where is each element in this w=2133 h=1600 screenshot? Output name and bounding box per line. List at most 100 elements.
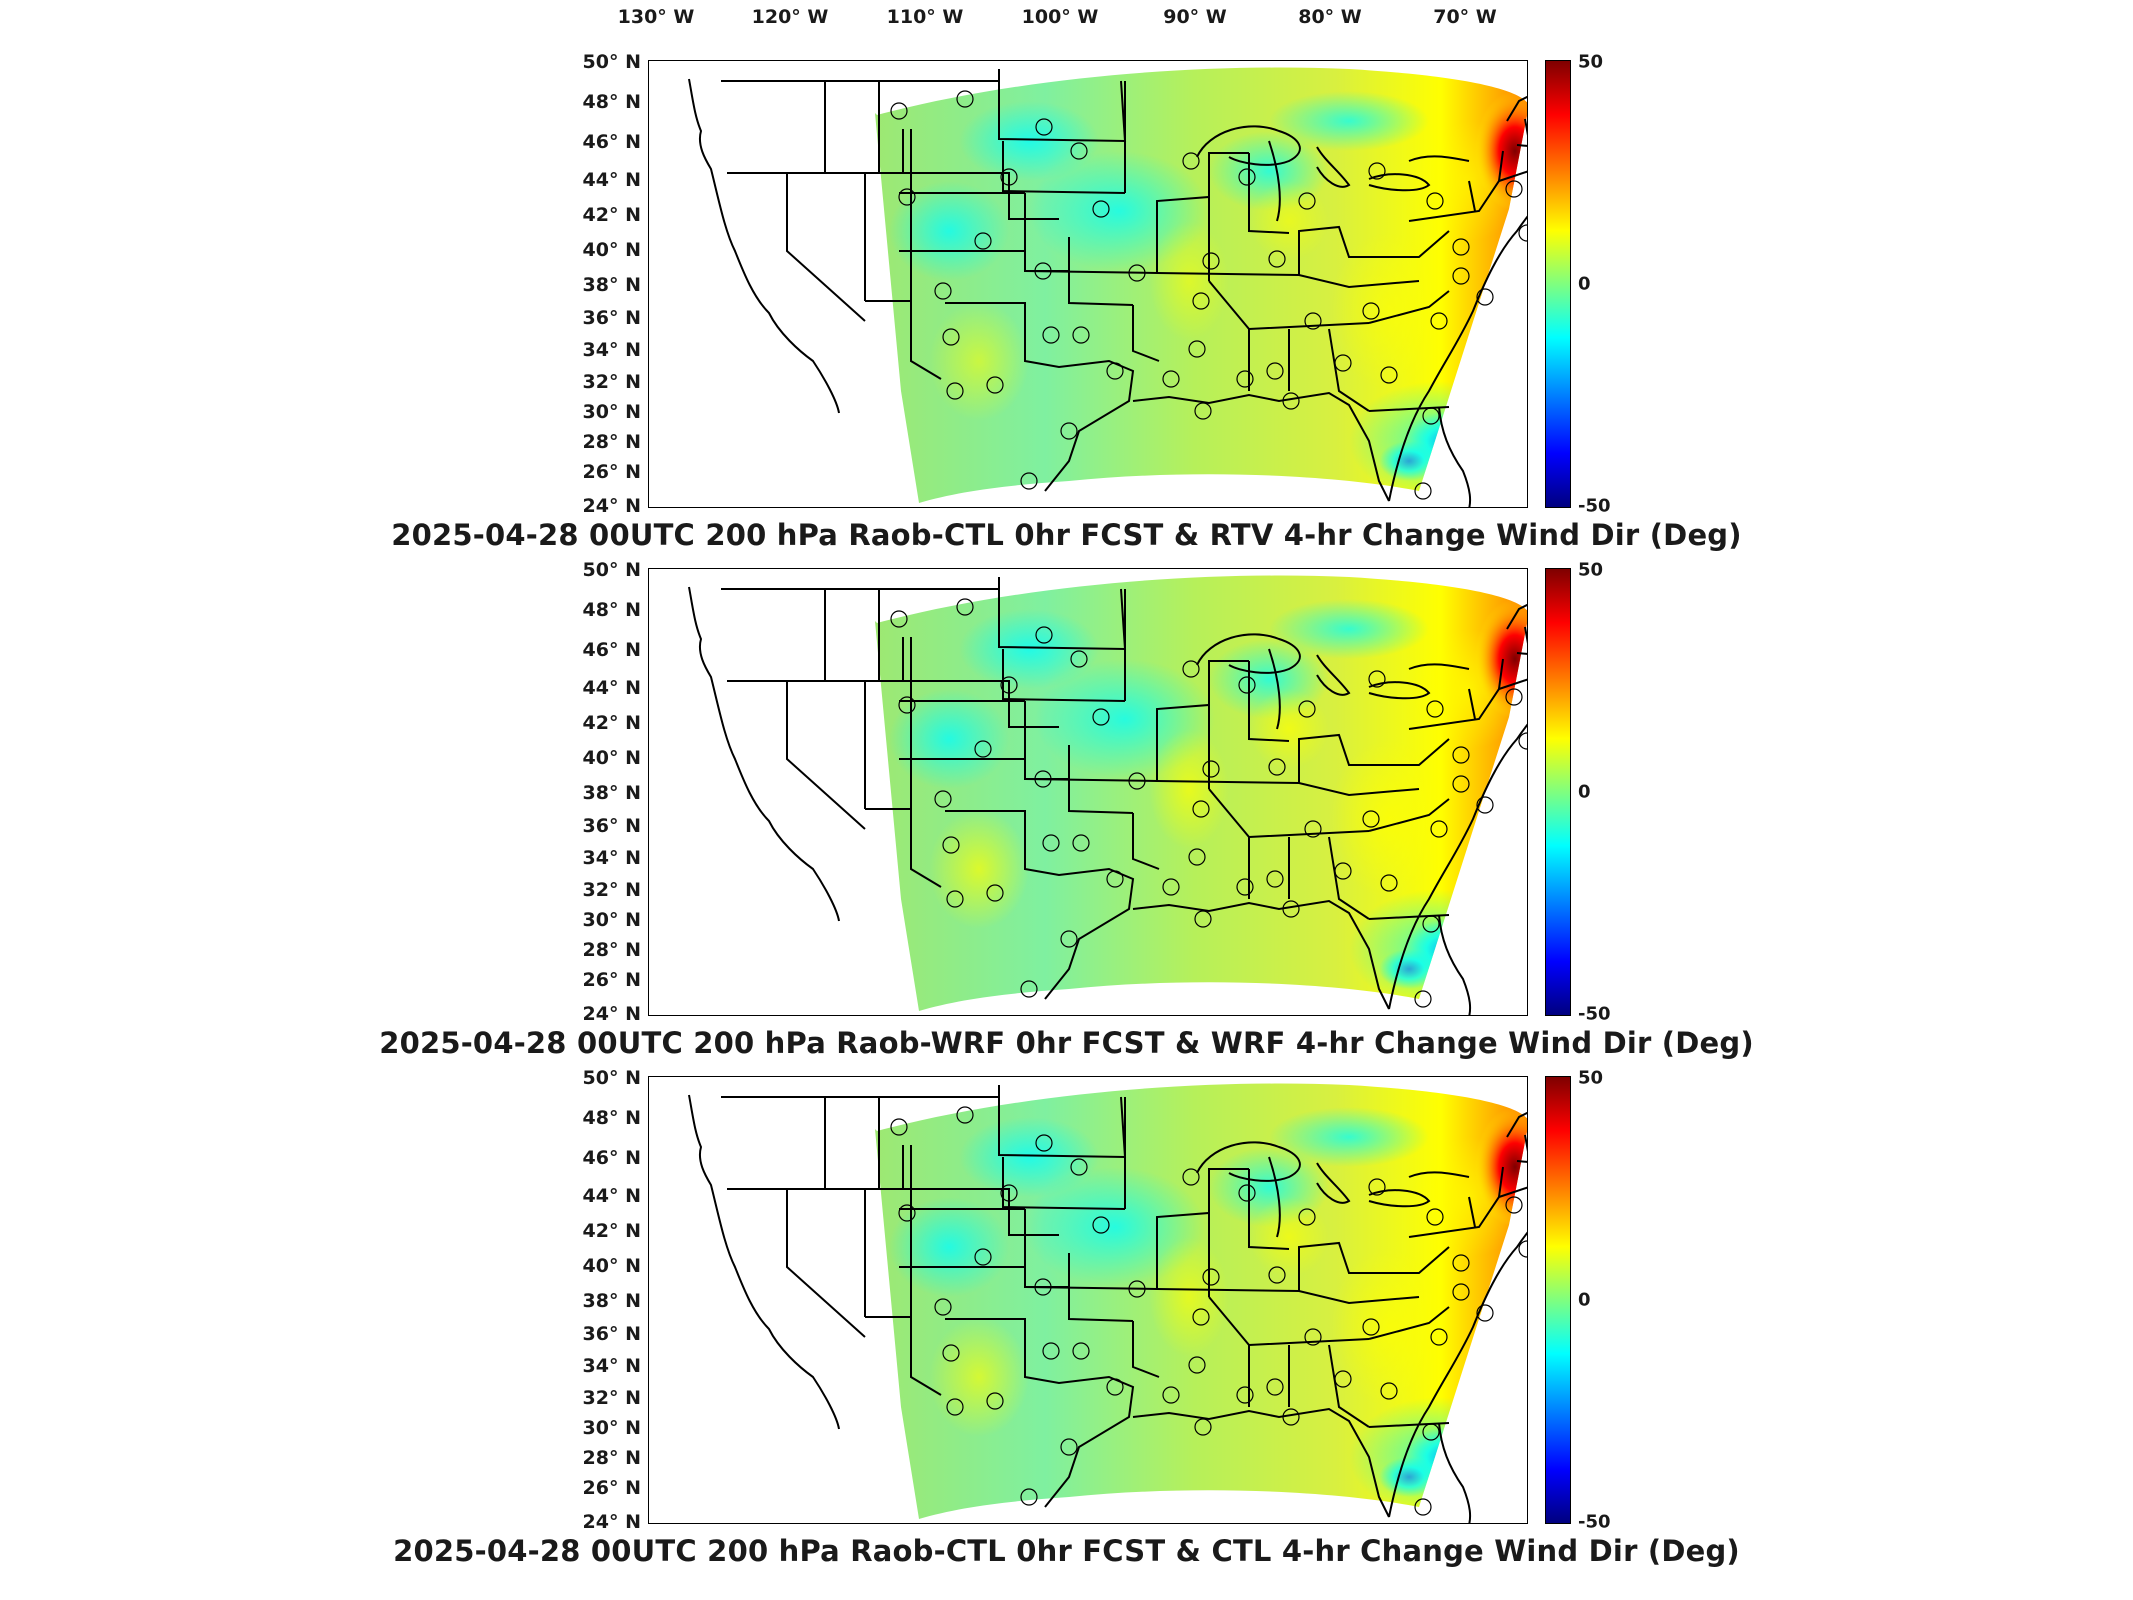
raob-station-marker — [898, 1204, 916, 1222]
raob-station-marker — [1162, 878, 1180, 896]
raob-station-marker — [1380, 874, 1398, 892]
raob-station-marker — [1266, 1378, 1284, 1396]
raob-station-marker — [1128, 264, 1146, 282]
panel-title-2: 2025-04-28 00UTC 200 hPa Raob-WRF 0hr FC… — [379, 1026, 1754, 1060]
raob-station-marker — [1452, 1254, 1470, 1272]
lon-label-130w: 130° W — [617, 6, 695, 28]
raob-station-marker — [1368, 670, 1386, 688]
lat-label-6: 38° N — [582, 274, 641, 296]
lat-label-3: 44° N — [582, 169, 641, 191]
raob-station-marker — [1518, 1240, 1527, 1258]
raob-station-marker — [890, 102, 908, 120]
lat-label-13: 24° N — [582, 495, 641, 517]
lat-label-3: 44° N — [582, 1185, 641, 1207]
raob-stations-1 — [890, 90, 1527, 500]
lat-label-7: 36° N — [582, 815, 641, 837]
raob-station-marker — [1060, 1438, 1078, 1456]
lon-label-80w: 80° W — [1298, 6, 1362, 28]
lat-label-13: 24° N — [582, 1511, 641, 1533]
lat-label-8: 34° N — [582, 847, 641, 869]
raob-station-marker — [1430, 820, 1448, 838]
raob-station-marker — [1238, 168, 1256, 186]
colorbar-mid-2: 0 — [1578, 781, 1591, 803]
raob-station-marker — [898, 696, 916, 714]
raob-station-marker — [1304, 312, 1322, 330]
lon-label-70w: 70° W — [1433, 6, 1497, 28]
lon-label-100w: 100° W — [1021, 6, 1099, 28]
lat-label-5: 40° N — [582, 747, 641, 769]
raob-station-marker — [1422, 1423, 1440, 1441]
raob-station-marker — [946, 1398, 964, 1416]
raob-station-marker — [1268, 758, 1286, 776]
panel-title-1: 2025-04-28 00UTC 200 hPa Raob-CTL 0hr FC… — [391, 518, 1742, 552]
raob-station-marker — [956, 1106, 974, 1124]
lat-label-9: 32° N — [582, 371, 641, 393]
raob-station-marker — [1238, 1184, 1256, 1202]
lat-label-12: 26° N — [582, 461, 641, 483]
raob-station-marker — [1162, 1386, 1180, 1404]
raob-station-marker — [1414, 990, 1432, 1008]
raob-station-marker — [1182, 660, 1200, 678]
map-canvas-2 — [688, 575, 1527, 1015]
raob-station-marker — [1192, 292, 1210, 310]
raob-station-marker — [1070, 650, 1088, 668]
lat-label-0: 50° N — [582, 559, 641, 581]
colorbar-mid-1: 0 — [1578, 273, 1591, 295]
raob-station-marker — [1368, 162, 1386, 180]
raob-stations-3 — [890, 1106, 1527, 1516]
colorbar-2 — [1545, 568, 1571, 1016]
lat-label-7: 36° N — [582, 1323, 641, 1345]
raob-stations-2 — [890, 598, 1527, 1008]
colorbar-1 — [1545, 60, 1571, 508]
raob-station-marker — [1092, 200, 1110, 218]
raob-station-marker — [1452, 238, 1470, 256]
raob-station-marker — [1430, 312, 1448, 330]
raob-station-marker — [1518, 224, 1527, 242]
raob-station-marker — [1476, 796, 1494, 814]
raob-station-marker — [946, 890, 964, 908]
lat-label-13: 24° N — [582, 1003, 641, 1025]
lat-label-10: 30° N — [582, 1417, 641, 1439]
lat-label-6: 38° N — [582, 1290, 641, 1312]
lat-label-12: 26° N — [582, 1477, 641, 1499]
raob-station-marker — [934, 790, 952, 808]
raob-station-marker — [1035, 118, 1053, 136]
raob-station-marker — [1266, 870, 1284, 888]
raob-station-marker — [1000, 676, 1018, 694]
raob-station-marker — [890, 1118, 908, 1136]
raob-station-marker — [1238, 676, 1256, 694]
raob-station-marker — [1282, 1408, 1300, 1426]
colorbar-max-3: 50 — [1578, 1067, 1604, 1089]
raob-station-marker — [942, 1344, 960, 1362]
raob-station-marker — [1072, 834, 1090, 852]
map-canvas-3 — [688, 1083, 1527, 1523]
map-frame-3 — [648, 1076, 1528, 1524]
raob-station-marker — [1042, 834, 1060, 852]
lat-label-2: 46° N — [582, 131, 641, 153]
raob-station-marker — [974, 740, 992, 758]
raob-station-marker — [1035, 626, 1053, 644]
lat-label-1: 48° N — [582, 1107, 641, 1129]
raob-station-marker — [1042, 1342, 1060, 1360]
longitude-axis: 130° W 120° W 110° W 100° W 90° W 80° W … — [0, 0, 2133, 40]
state-borders-2 — [688, 577, 1527, 1015]
lat-label-0: 50° N — [582, 1067, 641, 1089]
raob-station-marker — [1452, 775, 1470, 793]
raob-station-marker — [1452, 267, 1470, 285]
raob-station-marker — [1426, 700, 1444, 718]
raob-station-marker — [1034, 262, 1052, 280]
raob-station-marker — [1202, 252, 1220, 270]
raob-station-marker — [1505, 688, 1523, 706]
lat-label-1: 48° N — [582, 599, 641, 621]
raob-station-marker — [974, 232, 992, 250]
raob-station-marker — [1192, 800, 1210, 818]
lat-label-2: 46° N — [582, 639, 641, 661]
panel-title-3: 2025-04-28 00UTC 200 hPa Raob-CTL 0hr FC… — [393, 1534, 1740, 1568]
raob-station-marker — [1422, 915, 1440, 933]
raob-station-marker — [1380, 1382, 1398, 1400]
raob-station-marker — [1334, 354, 1352, 372]
map-frame-2 — [648, 568, 1528, 1016]
raob-station-marker — [1268, 1266, 1286, 1284]
raob-station-marker — [1072, 1342, 1090, 1360]
raob-station-marker — [1282, 392, 1300, 410]
